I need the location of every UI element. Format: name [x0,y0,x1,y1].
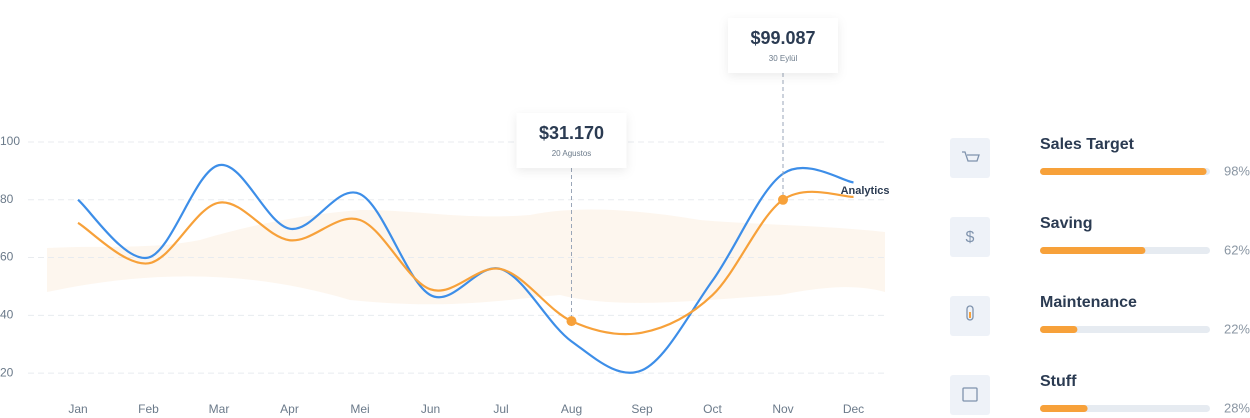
progress-name: Stuff [1040,373,1077,390]
band [47,209,885,305]
tool-icon [969,312,971,318]
line-series [77,163,854,374]
progress-value: 98% [1224,163,1250,178]
progress-bar [1040,405,1088,412]
tooltip-date: 20 Agustos [552,149,592,158]
tooltip-value: $31.170 [539,123,604,143]
tooltip-dot [778,194,788,205]
y-tick-label: 100 [0,134,20,148]
progress-value: 62% [1224,242,1250,257]
progress-name: Sales Target [1040,136,1135,153]
x-tick-label: Aug [561,402,582,416]
series-label: Analytics [841,185,890,197]
x-tick-label: Jan [68,402,87,416]
cart-icon [962,151,980,162]
icon-box [950,217,990,257]
x-tick-label: Mei [350,402,369,416]
progress-name: Maintenance [1040,294,1137,311]
x-tick-label: Mar [209,402,230,416]
dollar-icon: $ [966,229,975,246]
y-tick-label: 40 [0,308,14,322]
progress-bar [1040,326,1078,333]
progress-value: 22% [1224,321,1250,336]
progress-value: 28% [1224,400,1250,415]
tooltip [516,113,627,168]
x-tick-label: Oct [703,402,722,416]
icon-box [950,138,990,178]
tooltip-date: 30 Eylül [769,54,798,63]
progress-name: Saving [1040,215,1092,232]
x-tick-label: Feb [138,402,159,416]
progress-bar [1040,247,1146,254]
icon-box [950,375,990,415]
x-tick-label: Apr [280,402,299,416]
x-tick-label: Jul [493,402,508,416]
y-tick-label: 60 [0,250,14,264]
panel-icons: $ [950,138,990,415]
tooltip [728,18,838,73]
y-tick-label: 80 [0,192,14,206]
x-tick-label: Nov [772,402,793,416]
tooltip-dot [566,316,577,327]
y-tick-label: 20 [0,365,14,379]
box-icon [962,387,978,402]
x-tick-label: Jun [421,402,440,416]
tooltip-value: $99.087 [750,28,815,48]
progress-track [1040,326,1210,333]
tool-icon [966,305,974,321]
line-series [77,190,854,336]
x-tick-label: Dec [843,402,864,416]
progress-bar [1040,168,1207,175]
x-tick-label: Sep [631,402,653,416]
